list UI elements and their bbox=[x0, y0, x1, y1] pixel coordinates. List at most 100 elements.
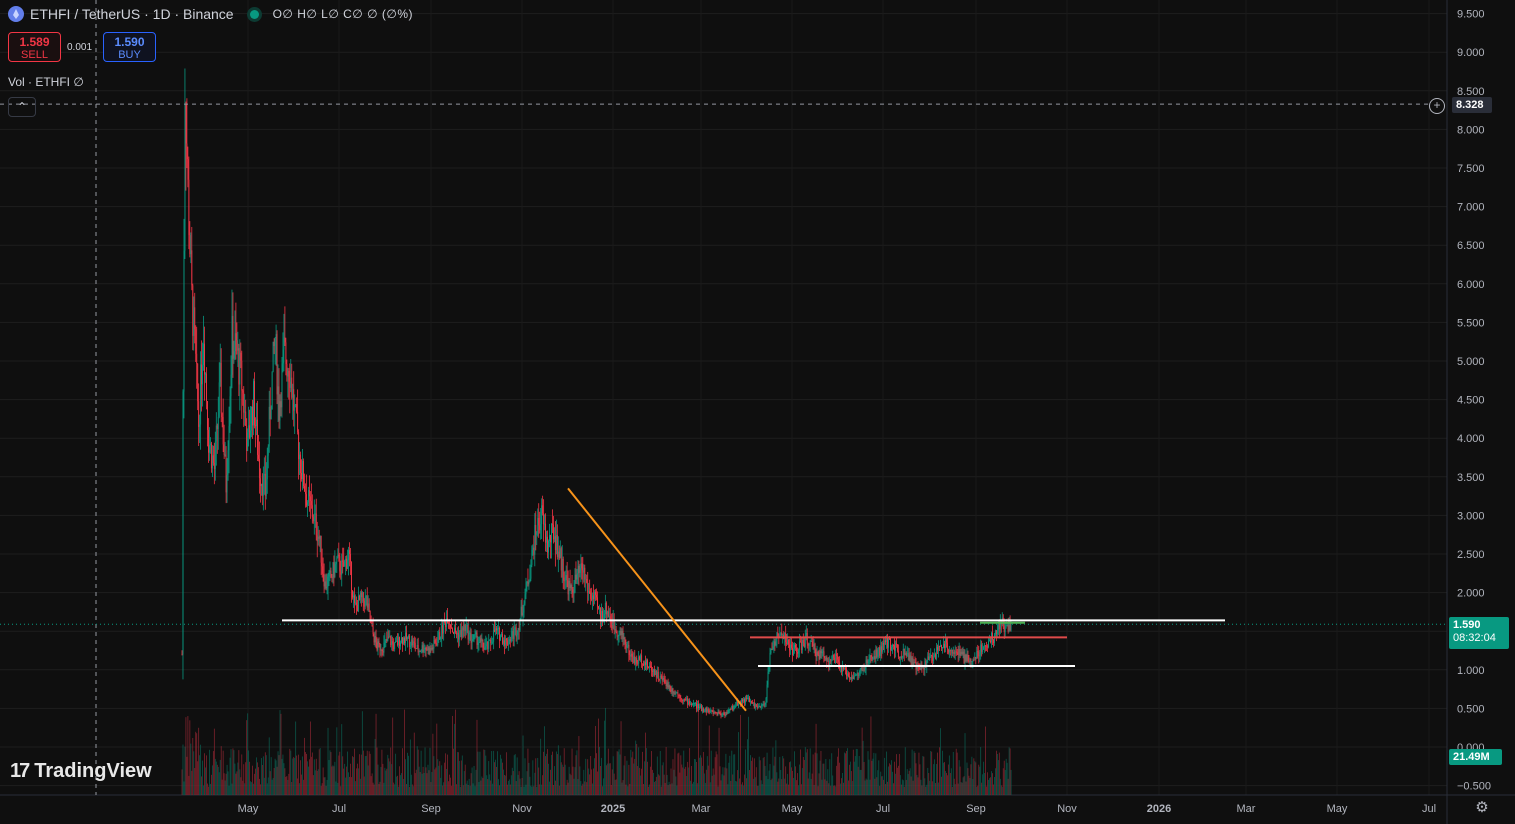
candle-body bbox=[187, 159, 189, 180]
symbol-title[interactable]: ETHFI / TetherUS · 1D · Binance bbox=[30, 6, 234, 22]
volume-bar bbox=[574, 767, 576, 795]
volume-bar bbox=[778, 778, 780, 795]
candle-body bbox=[249, 425, 251, 438]
candle-body bbox=[386, 639, 388, 641]
candle-body bbox=[625, 644, 627, 648]
candle-body bbox=[920, 664, 922, 670]
candle-body bbox=[912, 657, 914, 665]
volume-bar bbox=[901, 779, 903, 795]
candle-body bbox=[901, 656, 903, 658]
candle-body bbox=[184, 104, 186, 251]
candle-body bbox=[698, 704, 699, 709]
volume-bar bbox=[437, 759, 439, 795]
volume-bar bbox=[987, 772, 988, 795]
candle-body bbox=[498, 628, 499, 629]
volume-bar bbox=[726, 768, 728, 795]
candle-body bbox=[331, 576, 333, 578]
volume-bar bbox=[237, 762, 239, 795]
candle-body bbox=[549, 535, 550, 541]
candle-body bbox=[735, 705, 737, 707]
candle-body bbox=[412, 641, 414, 646]
candle-body bbox=[560, 548, 562, 571]
buy-button[interactable]: 1.590 BUY bbox=[103, 32, 156, 62]
volume-bar bbox=[871, 760, 873, 795]
collapse-legend-button[interactable]: ⌃ bbox=[8, 97, 36, 117]
volume-bar bbox=[436, 723, 438, 795]
candle-body bbox=[286, 364, 288, 377]
candle-body bbox=[204, 343, 205, 375]
candle-body bbox=[724, 714, 726, 717]
volume-bar bbox=[679, 772, 681, 795]
volume-bar bbox=[642, 751, 643, 795]
candle-body bbox=[992, 632, 993, 640]
candle-body bbox=[527, 581, 529, 585]
candle-body bbox=[415, 648, 417, 649]
volume-bar bbox=[542, 775, 544, 795]
candle-body bbox=[818, 655, 820, 660]
candle-body bbox=[650, 666, 652, 671]
settings-gear-icon[interactable]: ⚙ bbox=[1475, 799, 1489, 816]
volume-bar bbox=[521, 777, 523, 795]
volume-bar bbox=[918, 752, 920, 795]
volume-bar bbox=[885, 784, 887, 795]
volume-bar bbox=[547, 749, 548, 795]
candle-body bbox=[566, 575, 568, 581]
candle-body bbox=[909, 655, 911, 662]
volume-bar bbox=[946, 775, 948, 795]
candle-body bbox=[354, 595, 355, 603]
candle-body bbox=[551, 523, 552, 543]
candle-body bbox=[812, 641, 814, 647]
candle-body bbox=[345, 558, 347, 561]
volume-bar bbox=[681, 764, 683, 795]
volume-bar bbox=[924, 778, 926, 795]
candle-body bbox=[628, 644, 630, 655]
candle-body bbox=[986, 645, 988, 647]
candle-body bbox=[961, 651, 963, 655]
volume-bar bbox=[619, 754, 621, 795]
volume-bar bbox=[782, 756, 784, 795]
candle-body bbox=[824, 658, 826, 660]
candle-body bbox=[756, 705, 758, 709]
volume-bar bbox=[922, 756, 924, 795]
candle-body bbox=[226, 475, 228, 493]
candle-body bbox=[337, 554, 339, 558]
candle-body bbox=[738, 702, 740, 706]
volume-bar bbox=[269, 771, 271, 795]
volume-bar bbox=[402, 748, 403, 795]
volume-bar bbox=[430, 782, 432, 795]
volume-bar bbox=[608, 763, 610, 795]
price-tick-label: 1.000 bbox=[1457, 665, 1485, 677]
candle-body bbox=[265, 479, 267, 496]
candle-body bbox=[555, 534, 557, 551]
candle-body bbox=[610, 621, 612, 623]
candle-body bbox=[863, 669, 865, 671]
volume-bar bbox=[998, 752, 1000, 795]
volume-bar bbox=[221, 779, 223, 795]
candle-body bbox=[246, 425, 248, 452]
candle-body bbox=[649, 665, 650, 668]
candle-body bbox=[434, 640, 436, 643]
volume-bar bbox=[551, 754, 552, 795]
volume-legend[interactable]: Vol · ETHFI ∅ bbox=[8, 75, 84, 89]
candle-body bbox=[829, 659, 831, 666]
candle-body bbox=[251, 406, 253, 431]
tradingview-logo[interactable]: 17 TradingView bbox=[10, 760, 152, 783]
volume-bar bbox=[804, 747, 806, 795]
candle-body bbox=[970, 658, 972, 662]
candle-body bbox=[588, 591, 590, 593]
volume-bar bbox=[776, 772, 778, 795]
candle-body bbox=[999, 621, 1001, 630]
add-alert-plus-icon[interactable]: + bbox=[1429, 98, 1445, 114]
volume-bar bbox=[759, 760, 761, 795]
volume-bar bbox=[628, 764, 630, 795]
candle-body bbox=[422, 645, 424, 652]
sell-button[interactable]: 1.589 SELL bbox=[8, 32, 61, 62]
volume-bar bbox=[662, 762, 664, 795]
volume-bar bbox=[366, 750, 368, 795]
volume-bar bbox=[453, 748, 454, 795]
candle-body bbox=[310, 501, 312, 506]
volume-bar bbox=[580, 781, 582, 795]
volume-bar bbox=[501, 758, 502, 795]
volume-bar bbox=[405, 759, 406, 795]
